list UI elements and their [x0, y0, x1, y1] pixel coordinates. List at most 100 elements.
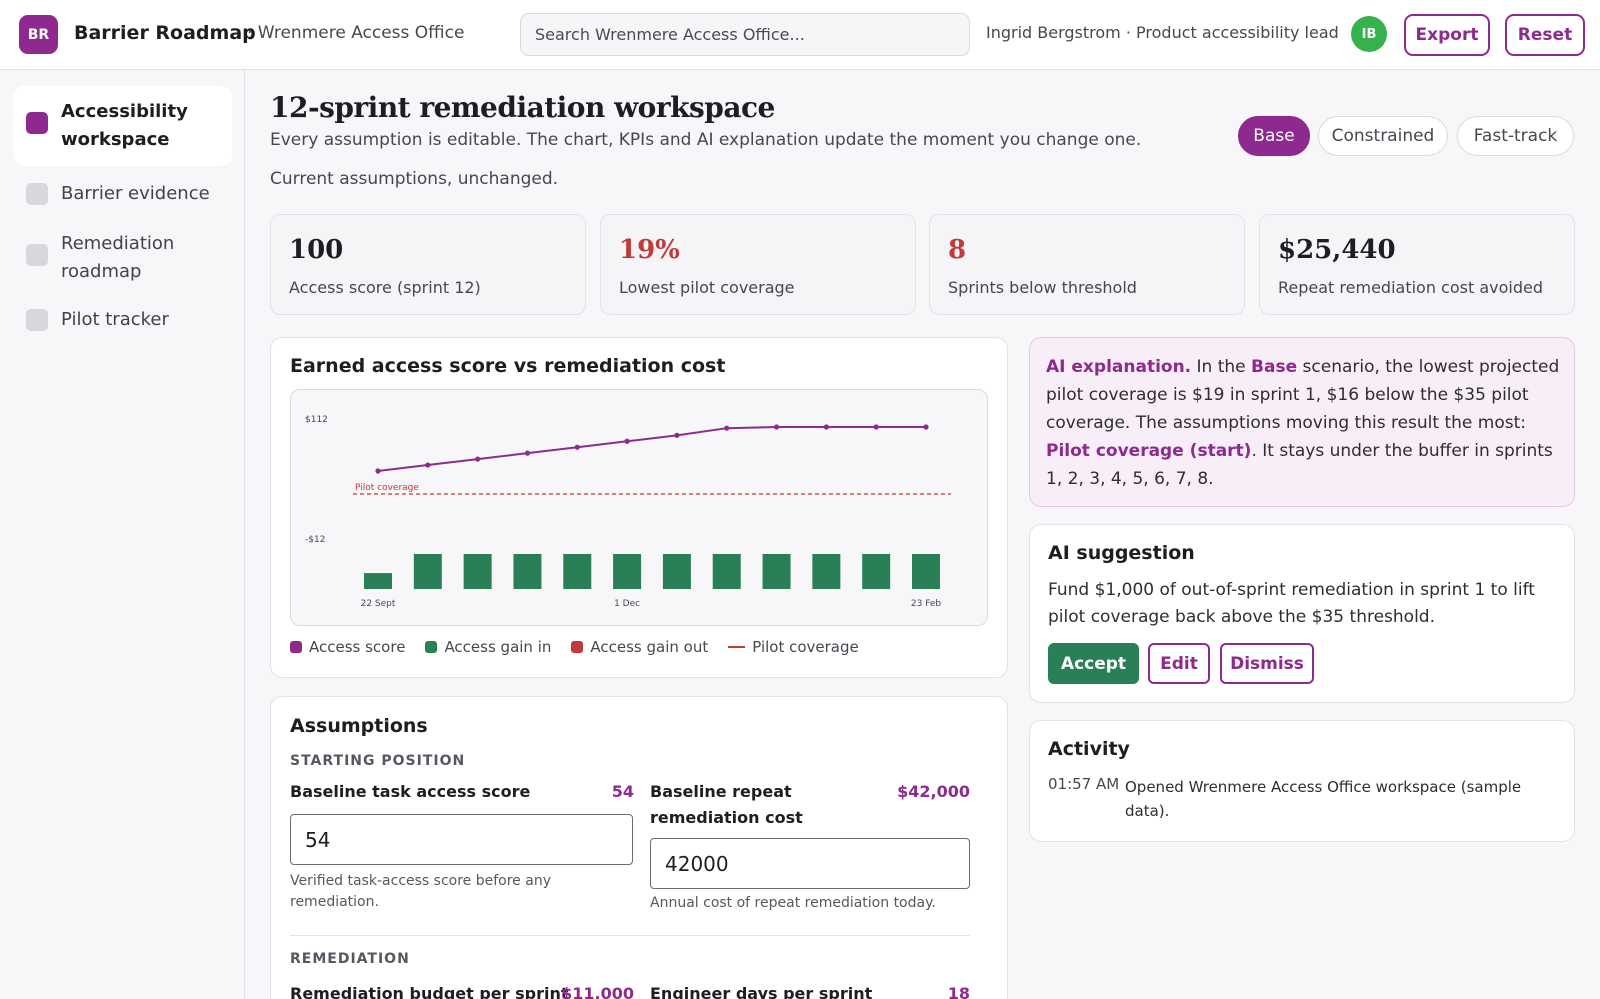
assumptions-title: Assumptions — [290, 715, 428, 737]
ai-explanation-part: scenario, the lowest projected pilot cov… — [1046, 357, 1560, 433]
sidebar-item-pilot-tracker[interactable]: Pilot tracker — [14, 294, 232, 346]
access-score-point — [773, 424, 780, 430]
baseline-cost-value: $42,000 — [897, 782, 970, 801]
activity-time: 01:57 AM — [1048, 775, 1120, 793]
org-name: · Wrenmere Access Office — [247, 23, 465, 43]
y-tick-label: $112 — [305, 415, 328, 425]
baseline-cost-label: Baseline repeat remediation cost — [650, 782, 803, 827]
bar-access-gain-in — [513, 554, 542, 589]
budget-label: Remediation budget per sprint — [290, 984, 569, 999]
bar-access-gain-in — [762, 554, 791, 589]
bar-access-gain-in — [662, 554, 691, 589]
legend-item-access-score[interactable]: Access score — [290, 638, 405, 656]
bar-access-gain-in — [912, 554, 940, 589]
kpi-cost-avoided: $25,440 Repeat remediation cost avoided — [1259, 214, 1575, 315]
access-score-point — [475, 456, 481, 462]
assumptions-card: Assumptions STARTING POSITION Baseline t… — [270, 696, 1008, 999]
export-button[interactable]: Export — [1404, 14, 1490, 56]
access-score-point — [724, 425, 730, 431]
kpi-value: 8 — [948, 235, 967, 265]
legend-swatch — [425, 641, 438, 653]
sidebar-item-accessibility-workspace[interactable]: Accessibility workspace — [14, 86, 232, 166]
sidebar-item-label: Pilot tracker — [61, 309, 169, 330]
bar-access-gain-in — [613, 554, 642, 589]
activity-text: Opened Wrenmere Access Office workspace … — [1125, 778, 1522, 820]
bar-access-gain-in — [413, 554, 442, 589]
ai-explanation-scenario: Base — [1251, 357, 1298, 377]
bar-access-gain-in — [463, 554, 492, 589]
legend-label: Pilot coverage — [752, 638, 859, 656]
ai-explanation-card: AI explanation. In the Base scenario, th… — [1029, 337, 1575, 507]
accept-button[interactable]: Accept — [1048, 643, 1139, 684]
bar-access-gain-in — [364, 573, 392, 589]
access-score-point — [674, 432, 680, 438]
section-divider — [290, 935, 970, 936]
chart-area: $112 -$12 Pilot coverage 22 Sept 1 Dec 23 Feb — [290, 389, 988, 626]
page-status: Current assumptions, unchanged. — [270, 169, 559, 189]
kpi-value: 19% — [619, 235, 680, 265]
access-score-point — [425, 462, 431, 468]
evidence-icon — [26, 183, 48, 205]
section-starting-position: STARTING POSITION — [290, 753, 466, 769]
kpi-sprints-below-threshold: 8 Sprints below threshold — [929, 214, 1245, 315]
baseline-cost-input[interactable] — [650, 838, 970, 889]
chart-title: Earned access score vs remediation cost — [290, 355, 726, 377]
access-score-point — [524, 450, 531, 456]
edit-button[interactable]: Edit — [1148, 643, 1210, 684]
roadmap-icon — [26, 244, 48, 266]
baseline-score-help: Verified task-access score before any re… — [290, 873, 551, 910]
kpi-access-score: 100 Access score (sprint 12) — [270, 214, 586, 315]
workspace-icon — [26, 112, 48, 134]
top-bar: BR Barrier Roadmap · Wrenmere Access Off… — [0, 0, 1600, 70]
legend-item-pilot-coverage[interactable]: Pilot coverage — [728, 638, 859, 656]
access-score-point — [624, 438, 630, 444]
kpi-label: Repeat remediation cost avoided — [1278, 278, 1543, 297]
ai-explanation-lead: AI explanation. — [1046, 357, 1192, 377]
baseline-score-label: Baseline task access score — [290, 782, 531, 801]
sidebar-item-barrier-evidence[interactable]: Barrier evidence — [14, 168, 232, 220]
page-title: 12-sprint remediation workspace — [270, 91, 775, 124]
legend-item-gain-out[interactable]: Access gain out — [571, 638, 708, 656]
reset-button[interactable]: Reset — [1505, 14, 1585, 56]
scenario-constrained-button[interactable]: Constrained — [1318, 116, 1448, 156]
ai-explanation-part: In the — [1191, 357, 1252, 377]
y-tick-label: -$12 — [305, 535, 325, 545]
bar-access-gain-in — [812, 554, 841, 589]
bar-access-gain-in — [563, 554, 592, 589]
user-name-role: Ingrid Bergstrom · Product accessibility… — [986, 23, 1339, 42]
scenario-base-button[interactable]: Base — [1238, 116, 1310, 156]
sidebar-item-remediation-roadmap[interactable]: Remediation roadmap — [14, 218, 232, 298]
search-input[interactable] — [520, 13, 970, 56]
budget-value: $11,000 — [561, 984, 634, 999]
kpi-label: Access score (sprint 12) — [289, 278, 481, 297]
access-score-line — [377, 426, 926, 472]
app-logo: BR — [19, 15, 58, 54]
legend-swatch — [290, 641, 302, 653]
avatar[interactable]: IB — [1351, 16, 1387, 52]
access-score-point — [873, 424, 879, 430]
access-score-point — [375, 468, 381, 474]
activity-card: Activity 01:57 AM Opened Wrenmere Access… — [1029, 720, 1575, 842]
ai-explanation-text: AI explanation. In the Base scenario, th… — [1046, 353, 1560, 493]
legend-label: Access gain out — [590, 638, 709, 656]
baseline-score-value: 54 — [611, 782, 634, 801]
dismiss-button[interactable]: Dismiss — [1220, 643, 1314, 684]
app-name: Barrier Roadmap — [74, 22, 256, 44]
pilot-coverage-label: Pilot coverage — [355, 483, 419, 493]
legend-item-gain-in[interactable]: Access gain in — [425, 638, 551, 656]
section-remediation: REMEDIATION — [290, 951, 410, 967]
engineer-days-label: Engineer days per sprint — [650, 984, 873, 999]
chart-plot: $112 -$12 Pilot coverage 22 Sept 1 Dec 23 Feb — [305, 415, 951, 609]
ai-suggestion-title: AI suggestion — [1048, 542, 1195, 564]
baseline-score-input[interactable] — [290, 814, 633, 865]
legend-label: Access score — [309, 638, 406, 656]
x-tick-label: 23 Feb — [911, 599, 942, 609]
activity-title: Activity — [1048, 738, 1130, 760]
tracker-icon — [26, 309, 48, 331]
kpi-label: Sprints below threshold — [948, 278, 1137, 297]
legend-label: Access gain in — [444, 638, 552, 656]
scenario-fast-track-button[interactable]: Fast-track — [1457, 116, 1574, 156]
chart-legend: Access score Access gain in Access gain … — [290, 638, 879, 656]
baseline-cost-help: Annual cost of repeat remediation today. — [650, 895, 936, 911]
kpi-value: 100 — [289, 235, 344, 265]
